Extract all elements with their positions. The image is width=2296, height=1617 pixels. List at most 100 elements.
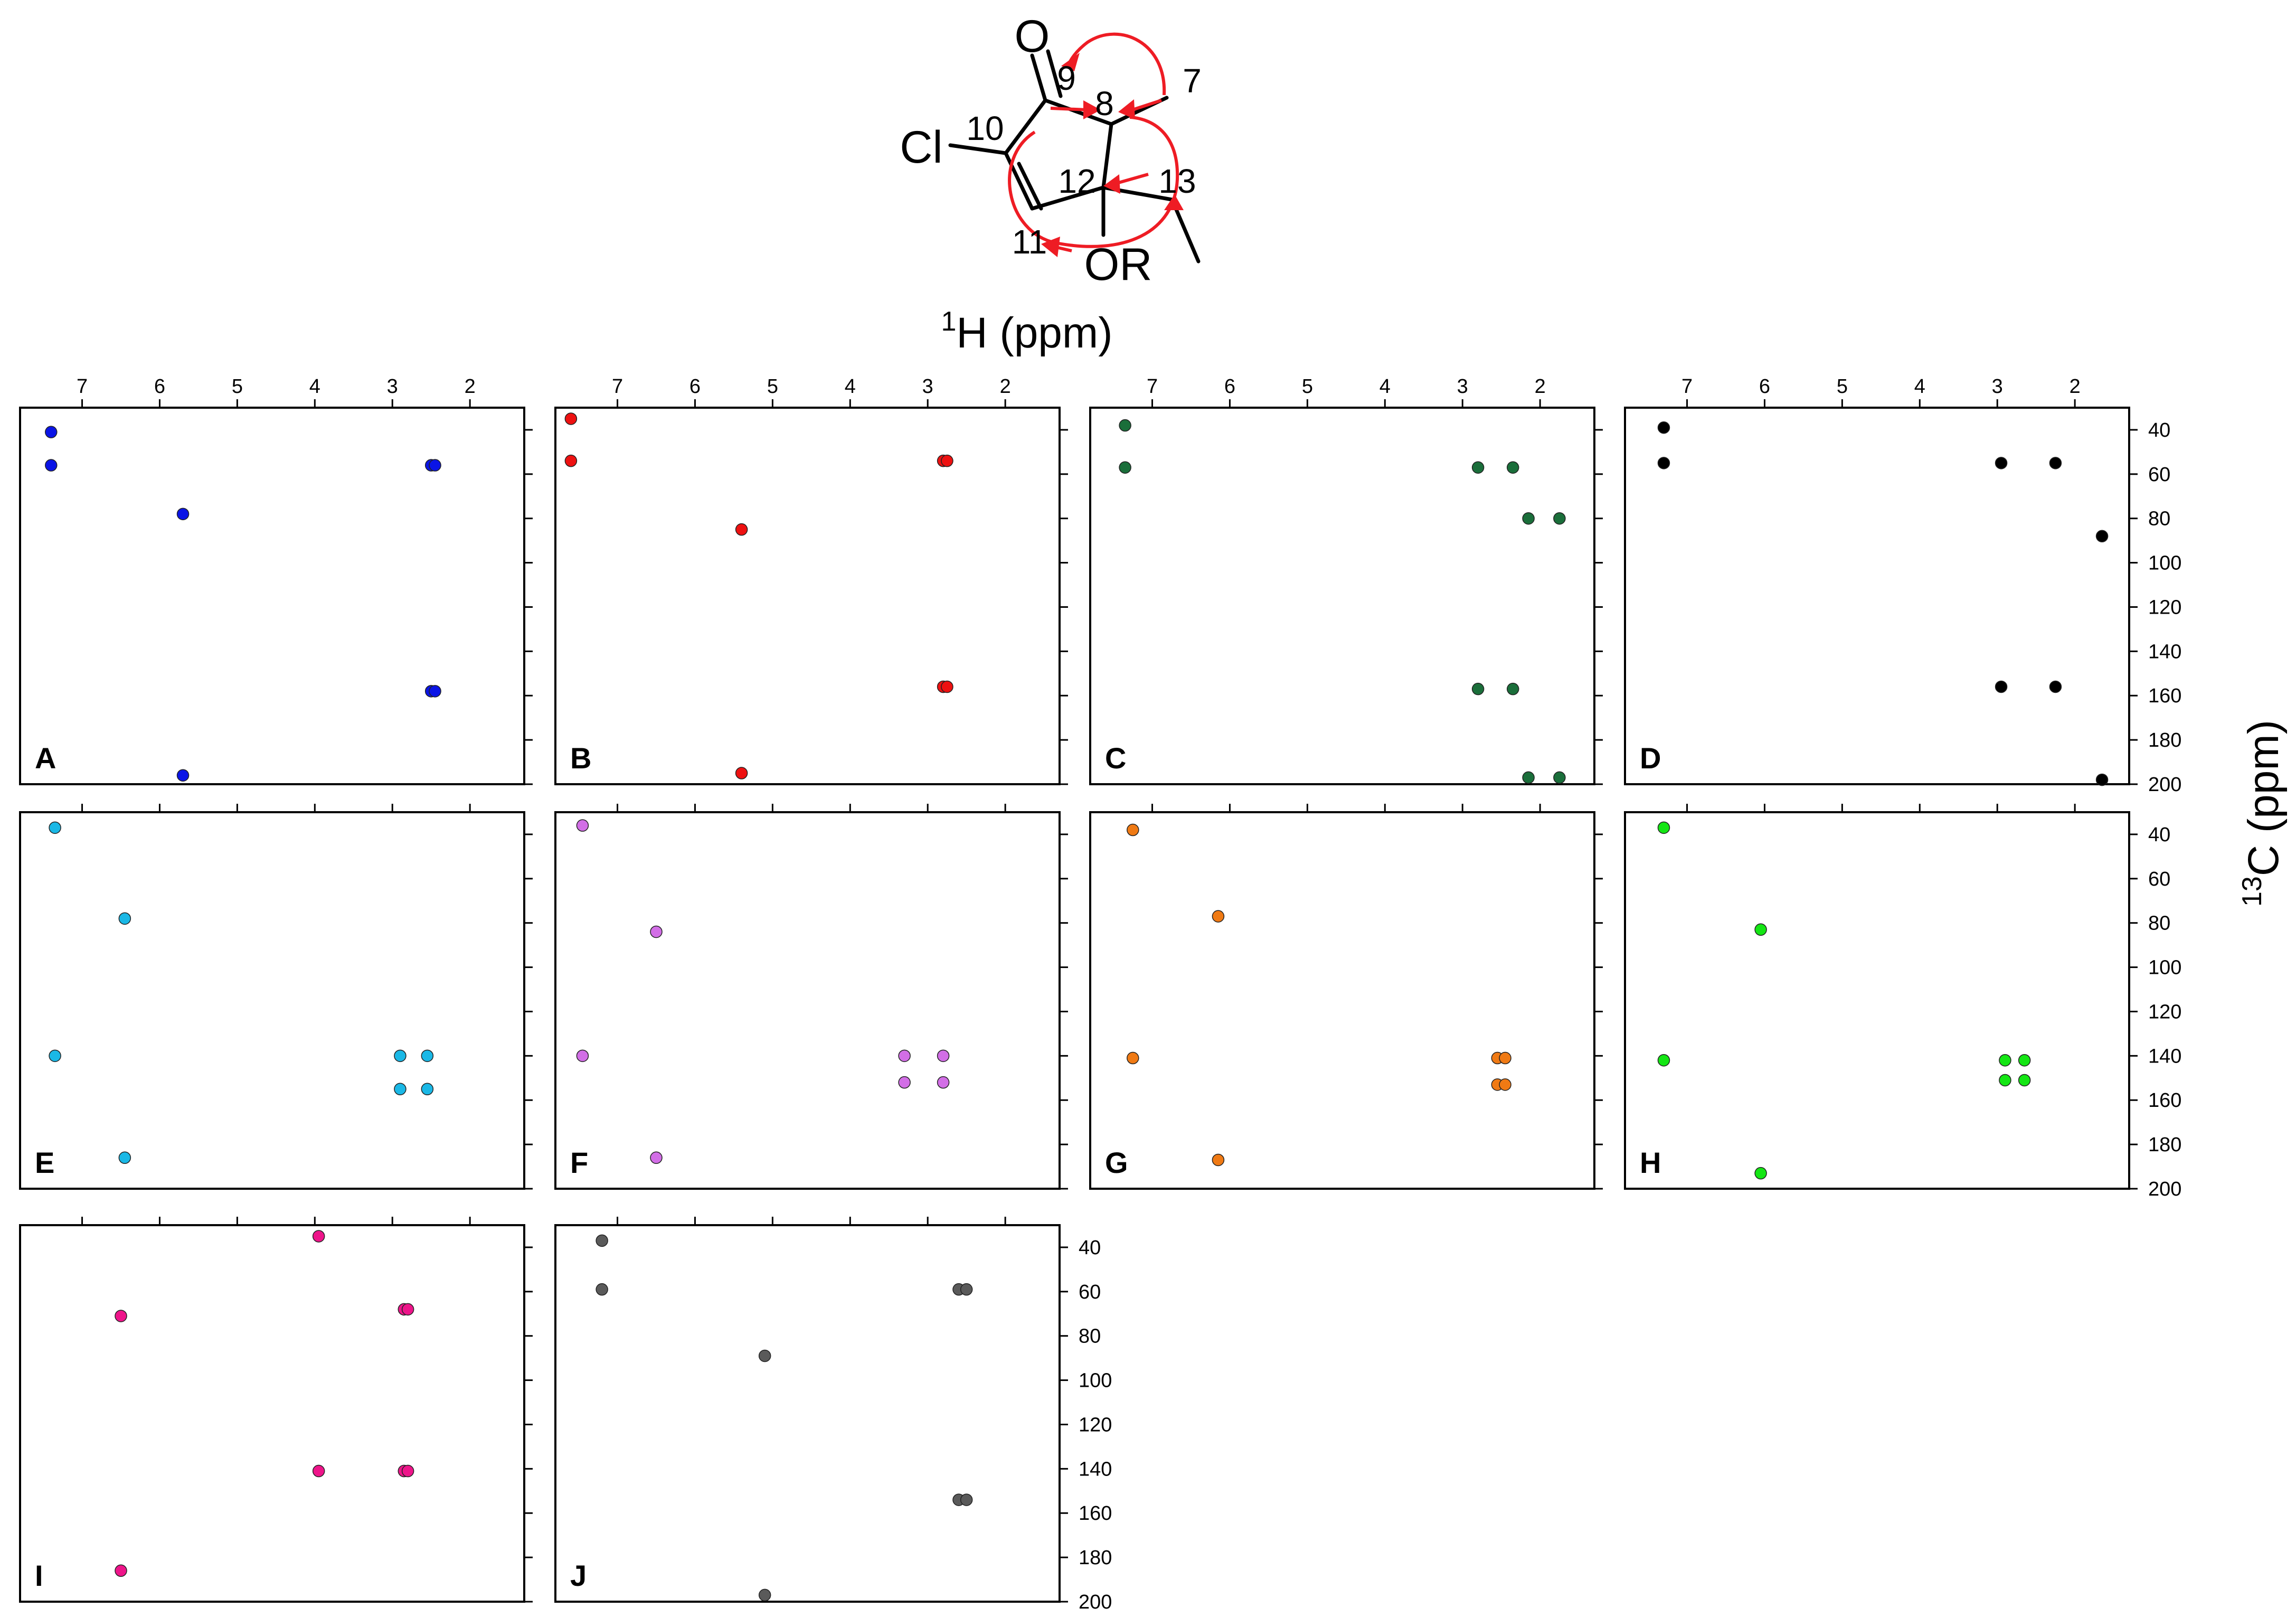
panel-frame	[554, 1224, 1061, 1603]
correlation-point	[312, 1230, 325, 1243]
y-tick-label: 200	[1079, 1591, 1112, 1613]
y-tick-label: 160	[2148, 1089, 2181, 1112]
arrowhead-12	[1103, 174, 1120, 194]
x-tick-label: 5	[767, 375, 778, 398]
panel-h: 40 60 80 100 120 140 160 180 200 H	[1624, 804, 2181, 1200]
correlation-point	[1999, 1054, 2011, 1067]
panel-b: 7 6 5 4 3 2 B	[554, 375, 1068, 785]
correlation-point	[564, 454, 578, 467]
panel-frame	[1089, 407, 1595, 785]
arrow-9-to-8	[1050, 107, 1088, 111]
panel-c: 7 6 5 4 3 2 C	[1089, 375, 1603, 785]
x-tick-label: 7	[612, 375, 623, 398]
correlation-point	[2018, 1054, 2031, 1067]
y-tick-label: 80	[1079, 1325, 1101, 1348]
correlation-point	[45, 459, 58, 472]
panel-d: 7 6 5 4 3 2 40 60 80 100 120 140 160 180 200 D	[1624, 375, 2181, 796]
panel-i: I	[19, 1217, 533, 1603]
atom-number-7: 7	[1183, 62, 1202, 100]
x-tick-label: 4	[1380, 375, 1391, 398]
panel-j: 40 60 80 100 120 140 160 180 200 J	[554, 1217, 1112, 1613]
molecule-structure	[948, 49, 1201, 264]
atom-number-8: 8	[1095, 84, 1114, 123]
y-axis-title: 13C (ppm)	[2237, 720, 2288, 907]
correlation-point	[576, 1049, 589, 1063]
y-tick-label: 80	[2148, 508, 2170, 530]
panel-frame	[554, 811, 1061, 1190]
correlation-point	[596, 1283, 608, 1296]
y-tick-label: 160	[2148, 685, 2181, 707]
atom-number-13: 13	[1158, 162, 1196, 200]
arrow-to-12	[1116, 173, 1149, 185]
x-tick-label: 2	[2070, 375, 2081, 398]
correlation-point	[1995, 680, 2008, 693]
correlation-point	[1995, 457, 2008, 469]
panel-frame	[1624, 407, 2130, 785]
correlation-point	[735, 523, 748, 536]
x-tick-label: 6	[154, 375, 165, 398]
x-tick-label: 7	[1681, 375, 1693, 398]
correlation-point	[937, 1049, 950, 1063]
y-tick-label: 60	[2148, 868, 2170, 890]
correlation-point	[1657, 821, 1670, 834]
bond-c11-c12	[1030, 185, 1106, 211]
correlation-point	[1553, 512, 1566, 525]
atom-number-12: 12	[1058, 162, 1095, 200]
y-tick-label: 140	[2148, 1045, 2181, 1067]
x-tick-label: 6	[689, 375, 701, 398]
arrowhead-8a	[1083, 100, 1101, 119]
correlation-point	[650, 925, 663, 938]
y-tick-label: 40	[2148, 419, 2170, 441]
correlation-point	[1657, 1054, 1670, 1067]
bond-c9-o	[1030, 53, 1047, 102]
x-tick-label: 3	[1457, 375, 1468, 398]
bond-c10-c11-double	[1017, 162, 1043, 211]
y-tick-label: 100	[2148, 957, 2181, 979]
correlation-point	[1499, 1078, 1511, 1091]
bond-c10-c11	[1004, 151, 1034, 211]
y-tick-label: 40	[1079, 1237, 1101, 1259]
correlation-point	[1522, 512, 1535, 525]
correlation-point	[312, 1464, 325, 1478]
correlation-point	[2018, 1074, 2031, 1087]
x-tick-label: 5	[1837, 375, 1848, 398]
correlation-point	[401, 1464, 414, 1478]
correlation-point	[898, 1049, 911, 1063]
arrowhead-11	[1041, 237, 1060, 257]
panel-a: 7 6 5 4 3 2 A	[19, 375, 533, 785]
x-tick-label: 2	[1000, 375, 1011, 398]
correlation-point	[2049, 680, 2062, 693]
atom-number-10: 10	[966, 109, 1004, 147]
hmbc-panels: 7 6 5 4 3 2 A 7 6 5 4 3 2 B 7 6 5 4 3 2 C 7 6 5 4 3 2 40 60 80 100 120 1…	[19, 375, 2181, 1613]
x-tick-label: 4	[309, 375, 320, 398]
correlation-point	[1212, 910, 1225, 923]
arrowhead-8b	[1118, 99, 1135, 119]
panel-label: G	[1105, 1146, 1128, 1179]
panel-e: E	[19, 804, 533, 1190]
atom-number-9: 9	[1057, 59, 1076, 97]
correlation-point	[1657, 421, 1670, 434]
correlation-point	[1212, 1153, 1225, 1167]
panel-f: F	[554, 804, 1068, 1190]
x-tick-label: 3	[1992, 375, 2003, 398]
x-tick-label: 4	[845, 375, 856, 398]
correlation-point	[2049, 457, 2062, 469]
bond-c10-cl	[948, 143, 1008, 155]
panel-label: D	[1640, 741, 1661, 775]
correlation-point	[115, 1310, 127, 1322]
panel-frame	[1624, 811, 2130, 1190]
x-tick-label: 4	[1914, 375, 1925, 398]
x-tick-label: 7	[1147, 375, 1158, 398]
correlation-point	[2095, 773, 2109, 786]
correlation-point	[1471, 682, 1485, 695]
y-tick-label: 60	[2148, 464, 2170, 486]
correlation-point	[941, 454, 953, 467]
correlation-point	[576, 819, 589, 832]
y-tick-label: 180	[2148, 1134, 2181, 1156]
correlation-point	[1754, 1167, 1767, 1180]
correlation-point	[758, 1349, 771, 1362]
x-tick-label: 5	[1302, 375, 1313, 398]
bond-c9-o-double	[1046, 49, 1063, 98]
correlation-point	[118, 912, 131, 925]
correlation-point	[1119, 419, 1131, 432]
